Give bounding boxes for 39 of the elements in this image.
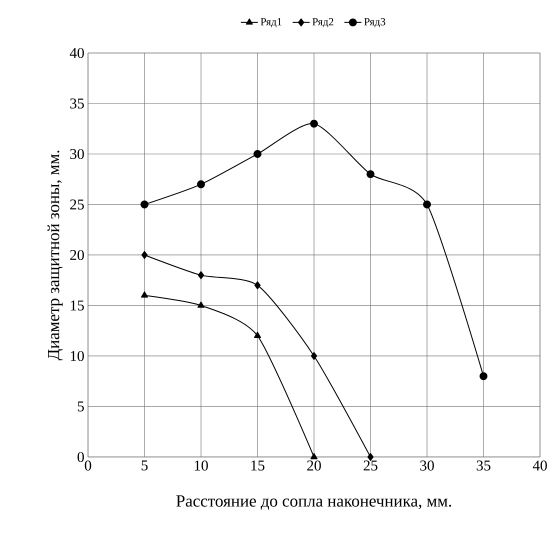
- point: [197, 180, 205, 188]
- x-tick-label: 30: [420, 460, 434, 471]
- x-tick-label: 10: [194, 460, 208, 471]
- x-tick-label: 40: [532, 460, 547, 471]
- point: [367, 453, 374, 461]
- point: [480, 372, 488, 380]
- point: [197, 301, 205, 308]
- y-tick-label: 15: [70, 300, 84, 310]
- x-tick-label: 20: [307, 460, 321, 471]
- y-axis-title: Диаметр защитной зоны, мм.: [48, 150, 63, 360]
- y-tick-label: 25: [70, 199, 84, 210]
- legend-label: Ряд1: [260, 18, 282, 28]
- x-tick-label: 0: [84, 460, 92, 471]
- point: [423, 200, 431, 208]
- y-tick-label: 5: [78, 402, 84, 412]
- point: [310, 352, 318, 360]
- point: [254, 281, 261, 290]
- legend-label: Ряд2: [312, 18, 334, 28]
- point: [140, 200, 148, 208]
- y-tick-label: 35: [70, 98, 84, 108]
- point: [310, 453, 318, 460]
- y-tick-label: 0: [78, 452, 84, 462]
- point: [141, 250, 148, 259]
- point: [366, 170, 374, 178]
- point: [140, 291, 148, 298]
- y-tick-label: 10: [70, 350, 84, 362]
- y-tick-label: 30: [70, 148, 84, 160]
- legend-label: Ряд3: [364, 18, 386, 28]
- x-tick-label: 5: [142, 460, 148, 470]
- y-tick-label: 20: [70, 250, 84, 260]
- point: [254, 332, 262, 338]
- point: [254, 150, 262, 158]
- point: [198, 271, 204, 280]
- x-axis-title: Расстояние до сопла наконечника, мм.: [176, 495, 452, 510]
- x-tick-label: 15: [251, 460, 264, 471]
- point: [310, 120, 318, 128]
- x-tick-label: 25: [364, 460, 378, 471]
- y-tick-label: 40: [70, 48, 84, 58]
- x-tick-label: 35: [476, 460, 490, 471]
